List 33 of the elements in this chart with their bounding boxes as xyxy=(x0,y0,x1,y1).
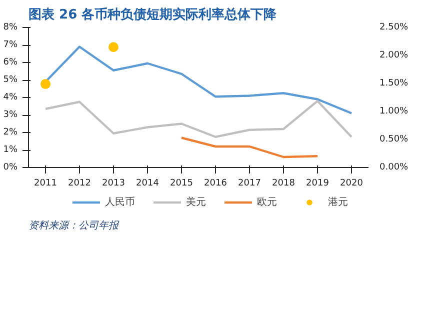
line-series xyxy=(180,136,319,158)
y-tick-label: 1% xyxy=(3,145,18,155)
x-tick-label: 2017 xyxy=(238,178,261,188)
legend-label: 港元 xyxy=(328,196,348,209)
y-tick-label: 0% xyxy=(3,162,18,172)
y2-tick-label: 2.00% xyxy=(380,50,409,60)
chart-title: 图表 26 各币种负债短期实际利率总体下降 xyxy=(28,6,278,22)
legend-label: 美元 xyxy=(186,196,206,209)
x-tick-label: 2015 xyxy=(170,178,193,188)
y2-tick-label: 2.50% xyxy=(380,22,409,32)
x-tick-label: 2016 xyxy=(204,178,228,188)
y-tick-label: 2% xyxy=(3,128,18,138)
y2-tick-label: 1.50% xyxy=(380,78,409,88)
legend-label: 人民币 xyxy=(105,196,135,209)
legend-label: 欧元 xyxy=(257,196,277,209)
y-tick-label: 5% xyxy=(3,75,18,85)
y2-tick-label: 0.00% xyxy=(380,162,409,172)
line-series xyxy=(44,100,353,138)
text: 资料来源：公司年报 xyxy=(28,220,120,232)
x-tick-label: 2020 xyxy=(340,178,364,188)
y-tick-label: 3% xyxy=(3,110,18,120)
y-tick-label: 4% xyxy=(3,92,18,102)
x-tick-label: 2019 xyxy=(306,178,330,188)
y-tick-label: 8% xyxy=(3,22,18,32)
y-tick-label: 7% xyxy=(3,40,18,50)
x-tick-label: 2014 xyxy=(136,178,160,188)
y2-tick-label: 1.00% xyxy=(380,106,409,116)
x-tick-label: 2013 xyxy=(102,178,125,188)
x-tick-label: 2011 xyxy=(34,178,57,188)
y2-tick-label: 0.50% xyxy=(380,134,409,144)
x-tick-label: 2012 xyxy=(68,178,91,188)
y-tick-label: 6% xyxy=(3,58,18,68)
x-tick-label: 2018 xyxy=(272,178,296,188)
